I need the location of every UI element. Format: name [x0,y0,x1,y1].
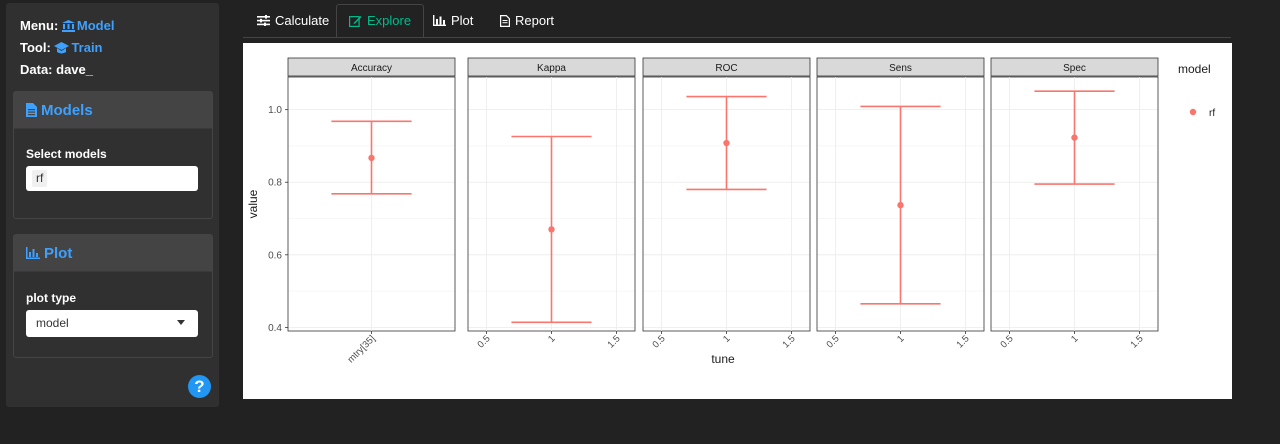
tab-calculate[interactable]: Calculate [245,4,341,37]
x-tick-label: 0.5 [998,333,1015,350]
menu-value: Model [76,18,115,33]
x-axis-title: tune [711,352,735,366]
file-icon [500,14,510,27]
tool-link[interactable]: Train [54,40,103,55]
data-point [897,201,904,209]
x-tick-label: 1.5 [1128,333,1145,350]
chevron-down-icon [177,320,185,325]
y-tick-label: 1.0 [268,105,282,116]
facet-strip-label: ROC [715,63,737,74]
facet-strip [990,57,1159,77]
select-models-input[interactable]: rf [26,166,198,191]
data-line: Data: dave_ [20,62,93,77]
tool-label: Tool: [20,40,51,55]
facet-strip [642,57,811,77]
menu-label: Menu: [20,18,59,33]
data-value: dave_ [56,62,94,77]
tab-explore[interactable]: Explore [336,4,425,37]
x-tick-label: 1 [546,333,558,345]
facet-strip [467,57,636,77]
plot-output: Accuracy mtry[35] Kappa 0.5 1 1.5 ROC 0.5 1 1.5 Se… [243,43,1232,399]
x-tick-label: 1 [721,333,733,345]
plot-panel: Plot plot type model [13,234,213,358]
tab-plot[interactable]: Plot [421,4,485,37]
faceted-errorbar-chart: Accuracy mtry[35] Kappa 0.5 1 1.5 ROC 0.5 1 1.5 Se… [246,57,1215,366]
tool-value: Train [71,40,103,55]
y-tick-label: 0.4 [268,323,282,334]
tool-line: Tool: Train [20,40,103,55]
selected-model-chip[interactable]: rf [32,170,48,187]
plot-panel-header[interactable]: Plot [14,235,212,272]
data-point [548,226,555,233]
facet-strip-label: Sens [889,63,912,74]
x-tick-label: 1.5 [780,333,797,350]
tab-report[interactable]: Report [488,4,566,37]
sidebar: Menu: Model Tool: Train Data: dave_ [6,3,219,407]
sliders-icon [257,15,270,26]
tab-calculate-label: Calculate [275,12,330,28]
plot-panel-title: Plot [44,244,73,262]
x-tick-label: mtry[35] [346,333,378,365]
models-panel-title: Models [41,101,93,119]
models-panel-header[interactable]: Models [14,92,212,129]
data-point [368,154,375,162]
x-tick-label: 0.5 [650,333,667,350]
file-icon [26,103,37,117]
plot-type-label: plot type [26,291,76,305]
x-tick-label: 1 [1069,333,1081,345]
bank-icon [61,20,75,32]
edit-icon [349,16,362,27]
graduation-cap-icon [54,42,70,54]
facet-strip-label: Spec [1063,63,1086,74]
models-panel: Models Select models rf [13,91,213,219]
x-tick-label: 1.5 [605,333,622,350]
facet-strip [287,57,456,77]
plot-type-value: model [36,316,69,330]
plot-type-select[interactable]: model [26,310,198,337]
data-label: Data: [20,62,53,77]
help-icon[interactable]: ? [188,375,211,398]
tab-bar: Calculate Explore Plot Report [243,0,1231,38]
facet-strip-label: Accuracy [351,63,392,74]
x-tick-label: 0.5 [824,333,841,350]
legend-key [1189,108,1197,116]
x-tick-label: 1 [895,333,907,345]
data-point [723,139,730,147]
x-tick-label: 0.5 [475,333,492,350]
tab-report-label: Report [515,12,555,28]
y-tick-label: 0.6 [268,250,282,261]
tab-plot-label: Plot [451,12,474,28]
x-tick-label: 1.5 [954,333,971,350]
bar-chart-icon [26,247,40,259]
legend-title: model [1178,62,1211,76]
facet-strip-label: Kappa [537,63,566,74]
bar-chart-icon [433,15,446,26]
data-point [1071,134,1078,141]
menu-line: Menu: Model [20,18,114,33]
facet-strip [816,57,985,77]
y-tick-label: 0.8 [268,178,282,189]
select-models-label: Select models [26,147,107,161]
menu-link[interactable]: Model [61,18,115,33]
tab-explore-label: Explore [367,13,412,28]
legend-label: rf [1209,108,1215,119]
y-axis-title: value [246,189,260,218]
